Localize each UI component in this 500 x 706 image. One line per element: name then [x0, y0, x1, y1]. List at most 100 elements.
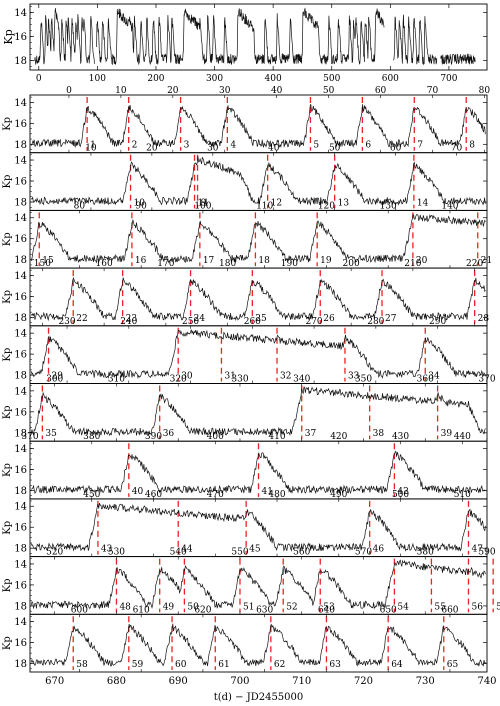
x-tick-label: 730 — [416, 676, 435, 687]
x-tick-label: 70 — [427, 86, 439, 96]
outburst-label: 2 — [132, 141, 138, 151]
y-tick-label: 16 — [14, 32, 27, 43]
y-tick-label: 14 — [14, 329, 27, 340]
outburst-label: 62 — [274, 660, 285, 670]
y-tick-label: 16 — [14, 350, 27, 361]
bottom-x-axis: 670 680 690 700 710 720 730 740 — [45, 676, 496, 687]
x-tick-label: 80 — [74, 201, 86, 211]
x-tick-label: 560 — [293, 548, 310, 558]
overview-y-ticks: 14 16 18 — [14, 6, 487, 67]
panel-y-label: Kp — [2, 636, 13, 650]
outburst-label: 41 — [262, 487, 273, 497]
y-tick-label: 14 — [14, 156, 27, 167]
outburst-label: 39 — [441, 429, 453, 439]
x-tick-label: 390 — [145, 432, 162, 442]
x-tick-label: 500 — [323, 74, 340, 84]
y-tick-label: 14 — [14, 271, 27, 282]
x-tick-label: 320 — [170, 375, 187, 385]
x-tick-label: 60 — [375, 86, 387, 96]
panel-y-ticks: 14 16 18 — [14, 212, 487, 266]
y-tick-label: 18 — [14, 56, 27, 67]
panel-y-label: Kp — [2, 290, 13, 304]
x-tick-label: 370 — [478, 375, 495, 385]
x-tick-label: 110 — [256, 201, 273, 211]
outburst-label: 63 — [329, 660, 341, 670]
x-tick-label: 260 — [244, 317, 261, 327]
panel-lightcurve — [30, 156, 486, 206]
outburst-label: 3 — [184, 141, 190, 151]
y-tick-label: 18 — [14, 255, 27, 266]
y-tick-label: 18 — [14, 198, 27, 209]
panel-y-ticks: 14 16 18 — [14, 616, 487, 670]
outburst-label: 45 — [249, 545, 261, 555]
outburst-label: 20 — [416, 256, 428, 266]
y-tick-label: 14 — [14, 8, 27, 19]
outburst-label: 48 — [119, 602, 131, 612]
x-tick-label: 740 — [477, 676, 496, 687]
outburst-label: 47 — [471, 545, 483, 555]
panel-row-6: Kp 35 36 37 38 39 300 310 320 330 340 350 360 370 — [2, 375, 496, 442]
y-tick-label: 16 — [14, 234, 27, 245]
panel-y-label: Kp — [2, 348, 13, 362]
outburst-label: 23 — [126, 314, 138, 324]
x-tick-label: 200 — [343, 259, 360, 269]
y-tick-label: 14 — [14, 502, 27, 513]
outburst-label: 38 — [373, 429, 385, 439]
x-tick-label: 60 — [390, 144, 402, 154]
outburst-label: 65 — [447, 660, 459, 670]
x-tick-label: 620 — [194, 605, 211, 615]
y-tick-label: 16 — [14, 523, 27, 534]
y-tick-label: 16 — [14, 465, 27, 476]
x-tick-label: 50 — [329, 144, 341, 154]
outburst-label: 10 — [134, 198, 146, 208]
outburst-label: 28 — [478, 314, 490, 324]
outburst-label: 35 — [45, 429, 57, 439]
outburst-label: 61 — [218, 660, 229, 670]
outburst-label: 37 — [305, 429, 317, 439]
overview-lightcurve — [96, 7, 385, 66]
panel-y-ticks: 14 16 18 — [14, 269, 487, 324]
outburst-label: 59 — [132, 660, 144, 670]
outburst-label: 4 — [230, 141, 236, 151]
x-tick-label: 270 — [305, 317, 322, 327]
panel-lightcurve — [30, 103, 486, 149]
x-tick-label: 570 — [355, 548, 372, 558]
panel-y-ticks: 14 16 18 — [14, 154, 487, 209]
x-tick-label: 90 — [135, 201, 147, 211]
panel-row-8: Kp 43 44 45 46 47 450 460 470 480 490 500 510 — [2, 490, 483, 557]
y-tick-label: 16 — [14, 119, 27, 130]
outburst-label: 1 — [90, 141, 96, 151]
panel-y-label: Kp — [2, 463, 13, 477]
x-tick-label: 100 — [89, 74, 106, 84]
y-tick-label: 18 — [14, 428, 27, 439]
x-tick-label: 10 — [85, 144, 97, 154]
panel-lightcurve — [31, 450, 486, 495]
panel-y-ticks: 14 16 18 — [14, 443, 487, 497]
x-tick-label: 190 — [281, 259, 298, 269]
outburst-label: 27 — [385, 314, 397, 324]
x-tick-label: 360 — [417, 375, 434, 385]
y-tick-label: 16 — [14, 177, 27, 188]
x-tick-label: 130 — [380, 201, 397, 211]
overview-lightcurve — [440, 53, 476, 66]
y-tick-label: 18 — [14, 544, 27, 555]
outburst-label: 33 — [348, 372, 360, 382]
outburst-label: 16 — [135, 256, 147, 266]
outburst-label: 43 — [101, 545, 113, 555]
x-tick-label: 100 — [194, 201, 211, 211]
x-tick-label: 200 — [147, 74, 164, 84]
outburst-label: 55 — [434, 602, 446, 612]
panel-y-ticks: 14 16 18 — [14, 327, 487, 382]
x-tick-label: 350 — [355, 375, 372, 385]
panel-frame — [29, 613, 488, 673]
outburst-label: 53 — [323, 602, 335, 612]
overview-panel — [29, 3, 488, 71]
overview-lightcurve — [34, 8, 95, 65]
x-tick-label: 520 — [46, 548, 63, 558]
outburst-label: 19 — [320, 256, 332, 266]
x-tick-label: 30 — [207, 144, 219, 154]
y-tick-label: 14 — [14, 213, 27, 224]
x-tick-label: 210 — [404, 259, 421, 269]
x-tick-label: 690 — [169, 676, 188, 687]
x-tick-label: 670 — [45, 676, 64, 687]
